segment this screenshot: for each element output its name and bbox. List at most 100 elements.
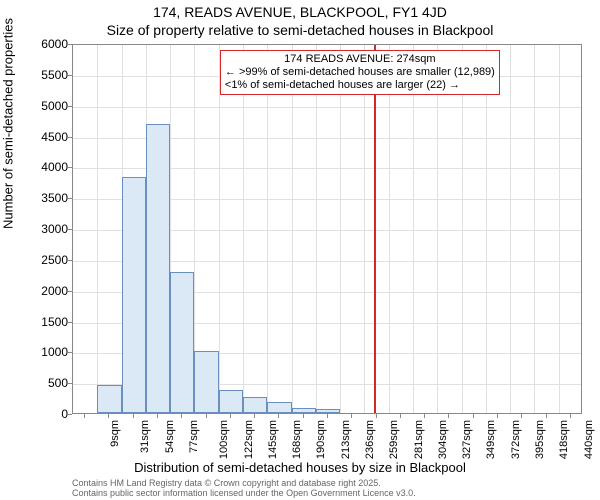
y-tick-mark: [68, 291, 72, 292]
x-tick-label: 418sqm: [558, 420, 570, 459]
x-tick-label: 349sqm: [486, 420, 498, 459]
x-tick-mark: [84, 414, 85, 418]
y-tick-mark: [68, 198, 72, 199]
x-tick-label: 236sqm: [364, 420, 376, 459]
chart-title-main: 174, READS AVENUE, BLACKPOOL, FY1 4JD: [0, 4, 600, 20]
chart-title-sub: Size of property relative to semi-detach…: [0, 22, 600, 38]
x-tick-mark: [303, 414, 304, 418]
x-tick-label: 9sqm: [109, 420, 121, 447]
x-tick-label: 304sqm: [437, 420, 449, 459]
x-tick-mark: [254, 414, 255, 418]
y-tick-mark: [68, 137, 72, 138]
y-tick-mark: [68, 75, 72, 76]
x-tick-mark: [448, 414, 449, 418]
plot-area: 174 READS AVENUE: 274sqm← >99% of semi-d…: [72, 44, 582, 414]
histogram-bar: [292, 408, 316, 413]
property-callout: 174 READS AVENUE: 274sqm← >99% of semi-d…: [220, 50, 500, 95]
x-tick-mark: [327, 414, 328, 418]
x-tick-mark: [108, 414, 109, 418]
gridline-v: [243, 45, 244, 413]
x-tick-mark: [400, 414, 401, 418]
histogram-bar: [122, 177, 146, 413]
x-tick-mark: [157, 414, 158, 418]
y-tick-mark: [68, 322, 72, 323]
y-tick-mark: [68, 414, 72, 415]
x-tick-mark: [473, 414, 474, 418]
x-tick-label: 100sqm: [218, 420, 230, 459]
y-tick-label: 4000: [8, 160, 68, 174]
y-tick-label: 5500: [8, 68, 68, 82]
y-tick-label: 0: [8, 407, 68, 421]
chart-footer: Contains HM Land Registry data © Crown c…: [72, 478, 416, 498]
histogram-bar: [170, 272, 194, 413]
y-tick-label: 2500: [8, 253, 68, 267]
x-tick-label: 31sqm: [139, 420, 151, 453]
y-tick-label: 3000: [8, 222, 68, 236]
x-tick-label: 327sqm: [461, 420, 473, 459]
x-tick-label: 372sqm: [510, 420, 522, 459]
callout-line: <1% of semi-detached houses are larger (…: [225, 79, 495, 92]
histogram-bar: [146, 124, 170, 413]
gridline-v: [340, 45, 341, 413]
y-tick-label: 1000: [8, 345, 68, 359]
x-tick-label: 168sqm: [291, 420, 303, 459]
y-tick-label: 3500: [8, 191, 68, 205]
x-tick-mark: [521, 414, 522, 418]
y-tick-mark: [68, 229, 72, 230]
gridline-v: [534, 45, 535, 413]
x-axis-title: Distribution of semi-detached houses by …: [0, 460, 600, 475]
property-marker-line: [374, 45, 376, 413]
x-tick-label: 77sqm: [188, 420, 200, 453]
y-tick-mark: [68, 260, 72, 261]
x-tick-mark: [570, 414, 571, 418]
gridline-v: [413, 45, 414, 413]
footer-line-1: Contains HM Land Registry data © Crown c…: [72, 478, 416, 488]
x-tick-mark: [546, 414, 547, 418]
histogram-bar: [267, 402, 291, 413]
y-tick-mark: [68, 167, 72, 168]
gridline-v: [510, 45, 511, 413]
histogram-bar: [316, 409, 340, 413]
x-tick-label: 190sqm: [316, 420, 328, 459]
y-tick-label: 1500: [8, 315, 68, 329]
gridline-v: [462, 45, 463, 413]
gridline-v: [316, 45, 317, 413]
histogram-bar: [219, 390, 243, 413]
y-tick-label: 500: [8, 376, 68, 390]
gridline-v: [437, 45, 438, 413]
x-tick-label: 122sqm: [243, 420, 255, 459]
x-tick-label: 259sqm: [388, 420, 400, 459]
gridline-v: [559, 45, 560, 413]
x-tick-label: 213sqm: [340, 420, 352, 459]
gridline-v: [364, 45, 365, 413]
x-tick-mark: [351, 414, 352, 418]
x-tick-mark: [230, 414, 231, 418]
x-tick-mark: [181, 414, 182, 418]
x-tick-label: 145sqm: [267, 420, 279, 459]
callout-line: 174 READS AVENUE: 274sqm: [225, 53, 495, 66]
gridline-v: [486, 45, 487, 413]
y-tick-label: 6000: [8, 37, 68, 51]
x-tick-label: 281sqm: [413, 420, 425, 459]
histogram-bar: [97, 385, 121, 413]
gridline-h: [73, 107, 581, 108]
histogram-bar: [194, 351, 218, 413]
gridline-v: [389, 45, 390, 413]
gridline-v: [219, 45, 220, 413]
x-tick-mark: [133, 414, 134, 418]
y-tick-mark: [68, 383, 72, 384]
y-tick-label: 5000: [8, 99, 68, 113]
y-tick-mark: [68, 352, 72, 353]
y-tick-mark: [68, 44, 72, 45]
y-tick-label: 2000: [8, 284, 68, 298]
x-tick-mark: [497, 414, 498, 418]
footer-line-2: Contains public sector information licen…: [72, 488, 416, 498]
histogram-bar: [243, 397, 267, 413]
gridline-v: [292, 45, 293, 413]
gridline-v: [267, 45, 268, 413]
x-tick-label: 440sqm: [583, 420, 595, 459]
x-tick-mark: [206, 414, 207, 418]
x-tick-mark: [376, 414, 377, 418]
x-tick-mark: [424, 414, 425, 418]
x-tick-label: 395sqm: [534, 420, 546, 459]
